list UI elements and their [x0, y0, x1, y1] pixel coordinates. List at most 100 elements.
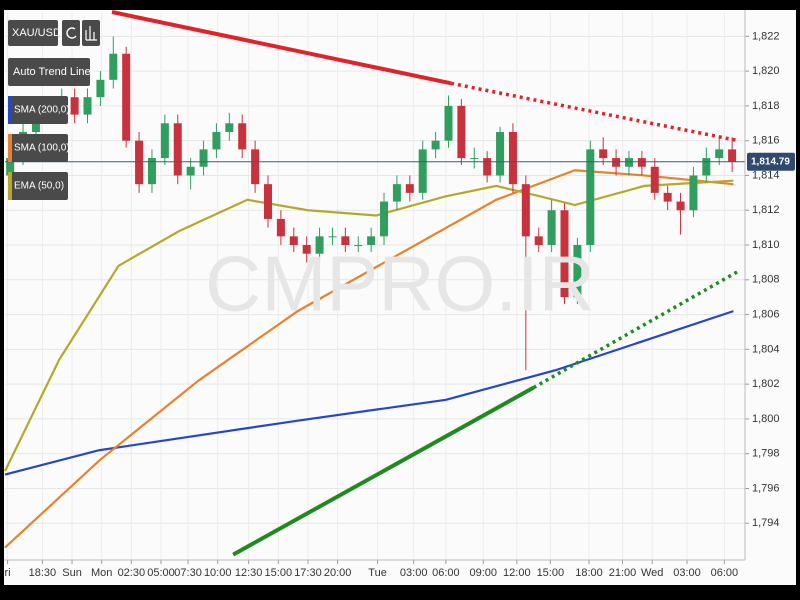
trend-button[interactable]: [8, 58, 90, 86]
x-tick-label: 15:00: [537, 567, 565, 579]
candle-body: [715, 149, 724, 159]
candle-body: [586, 149, 595, 246]
candle-body: [508, 131, 517, 185]
candle-body: [612, 158, 621, 167]
x-tick-label: 07:30: [174, 567, 202, 579]
y-tick-label: 1,808: [752, 274, 780, 286]
legend-button[interactable]: [8, 134, 68, 162]
candle-body: [109, 53, 118, 80]
y-tick-label: 1,796: [752, 482, 780, 494]
candle-body: [431, 140, 440, 150]
trend-line: [111, 10, 452, 86]
x-tick-label: 18:00: [575, 567, 603, 579]
candle-body: [702, 158, 711, 176]
y-tick-label: 1,812: [752, 204, 780, 216]
y-tick-label: 1,794: [752, 517, 780, 529]
indicator-icon: [85, 26, 97, 41]
line: [4, 179, 734, 472]
candle-body: [521, 184, 530, 237]
candle-body: [83, 97, 92, 115]
y-tick-label: 1,802: [752, 378, 780, 390]
candle-body: [328, 236, 337, 238]
x-tick-label: Tue: [368, 567, 387, 579]
last-price-label: 1,814.79: [751, 156, 790, 167]
toolbar: XAU/USD Auto Trend Lines: [8, 20, 100, 86]
x-tick-label: 09:00: [470, 567, 498, 579]
x-tick-label: 20:00: [324, 567, 352, 579]
candle-body: [392, 184, 401, 202]
candle-body: [470, 158, 479, 160]
candle-body: [728, 149, 737, 162]
candle-body: [96, 79, 105, 98]
legend-swatch: [8, 134, 12, 162]
trend-line-projection: [532, 269, 740, 390]
chart-layer: 1,794 1,796 1,798 1,800 1,802 1,804 1,806 1,808…: [4, 10, 780, 579]
candle-body: [212, 131, 221, 150]
watermark: CMPRO.IR: [205, 240, 595, 328]
x-tick-label: 18:30: [29, 567, 57, 579]
y-tick-label: 1,800: [752, 413, 780, 425]
indicator-button[interactable]: [82, 20, 100, 46]
x-tick-label: 03:00: [400, 567, 428, 579]
x-tick-label: 06:00: [711, 567, 739, 579]
candle-body: [199, 149, 208, 167]
candle-body: [186, 166, 195, 176]
refresh-icon: [66, 27, 77, 39]
last-price-box: [747, 152, 795, 171]
candle-body: [676, 201, 685, 211]
candle-body: [367, 236, 376, 246]
x-tick-label: 12:00: [503, 567, 531, 579]
y-tick-label: 1,822: [752, 30, 780, 42]
candle-body: [444, 105, 453, 141]
x-tick-label: 17:30: [294, 567, 322, 579]
candle-body: [689, 175, 698, 211]
x-tick-label: ri: [5, 567, 11, 579]
candle-body: [276, 218, 285, 237]
refresh-button[interactable]: [62, 20, 80, 46]
symbol-button[interactable]: [8, 20, 58, 46]
candle-body: [624, 158, 633, 167]
candle-body: [663, 192, 672, 202]
legend-button[interactable]: [8, 172, 68, 200]
y-tick-label: 1,816: [752, 135, 780, 147]
line: [4, 169, 734, 549]
candle-body: [457, 105, 466, 159]
candle-body: [380, 201, 389, 237]
y-tick-label: 1,810: [752, 239, 780, 251]
x-tick-label: Sun: [62, 567, 82, 579]
candle-body: [405, 184, 414, 193]
candle-body: [354, 245, 363, 247]
legend-swatch: [8, 96, 12, 124]
legend-label: EMA (50,0): [14, 181, 64, 192]
y-tick-label: 1,798: [752, 448, 780, 460]
candle-body: [147, 158, 156, 185]
legend-label: SMA (100,0): [14, 143, 70, 154]
legend-button[interactable]: [8, 96, 68, 124]
candle-body: [315, 236, 324, 254]
candle-body: [534, 236, 543, 246]
candle-body: [160, 123, 169, 159]
candle-body: [547, 210, 556, 246]
candle-body: [302, 245, 311, 254]
legend-label: SMA (200,0): [14, 105, 70, 116]
y-tick-label: 1,820: [752, 65, 780, 77]
x-tick-label: Wed: [641, 567, 663, 579]
trend-line: [232, 385, 535, 557]
candle-body: [173, 123, 182, 176]
x-tick-label: 03:00: [673, 567, 701, 579]
candle-body: [238, 123, 247, 150]
x-tick-label: 21:00: [609, 567, 637, 579]
x-tick-label: 10:00: [204, 567, 232, 579]
y-tick-label: 1,814: [752, 169, 780, 181]
x-tick-label: 06:00: [432, 567, 460, 579]
candle-body: [483, 158, 492, 176]
candle-body: [573, 245, 582, 298]
candle-body: [122, 53, 131, 141]
candle-body: [263, 184, 272, 219]
line: [4, 310, 734, 476]
candle-body: [225, 123, 234, 132]
x-tick-label: Mon: [91, 567, 112, 579]
candle-body: [289, 236, 298, 246]
candle-body: [599, 149, 608, 159]
